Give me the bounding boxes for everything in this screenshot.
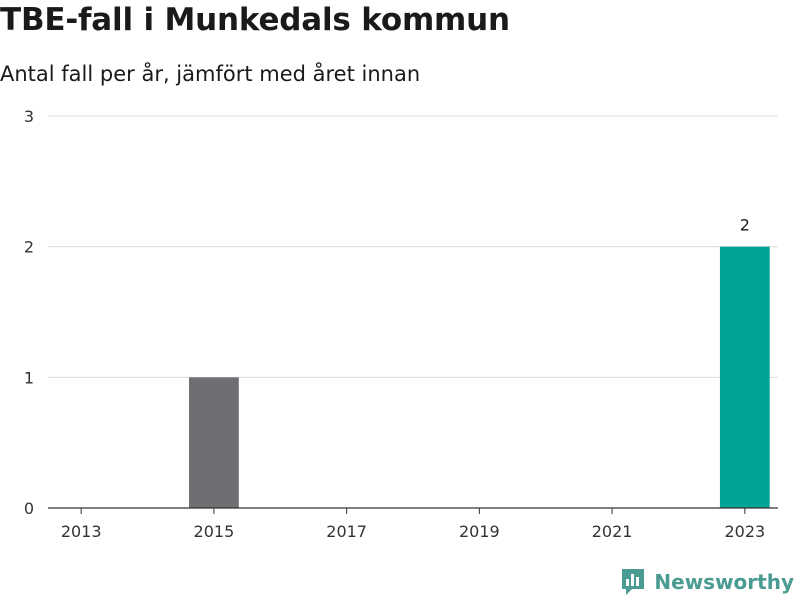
x-tick-label: 2019 [459, 522, 500, 541]
data-label: 2 [740, 216, 750, 235]
x-tick-label: 2021 [592, 522, 633, 541]
bar-chart-logo-icon [622, 569, 645, 595]
newsworthy-brand: Newsworthy [620, 567, 794, 597]
chart-subtitle: Antal fall per år, jämfört med året inna… [0, 62, 421, 86]
x-tick-label: 2017 [326, 522, 367, 541]
x-tick-label: 2023 [724, 522, 765, 541]
bar-2015 [189, 377, 239, 508]
bar-2023 [719, 246, 770, 508]
y-tick-label: 1 [24, 368, 34, 387]
y-tick-label: 2 [24, 238, 34, 257]
x-tick-label: 2015 [194, 522, 235, 541]
y-tick-label: 3 [24, 107, 34, 126]
chart-title: TBE-fall i Munkedals kommun [0, 2, 510, 38]
y-tick-label: 0 [24, 499, 34, 518]
x-tick-label: 2013 [61, 522, 102, 541]
brand-name: Newsworthy [654, 570, 794, 594]
